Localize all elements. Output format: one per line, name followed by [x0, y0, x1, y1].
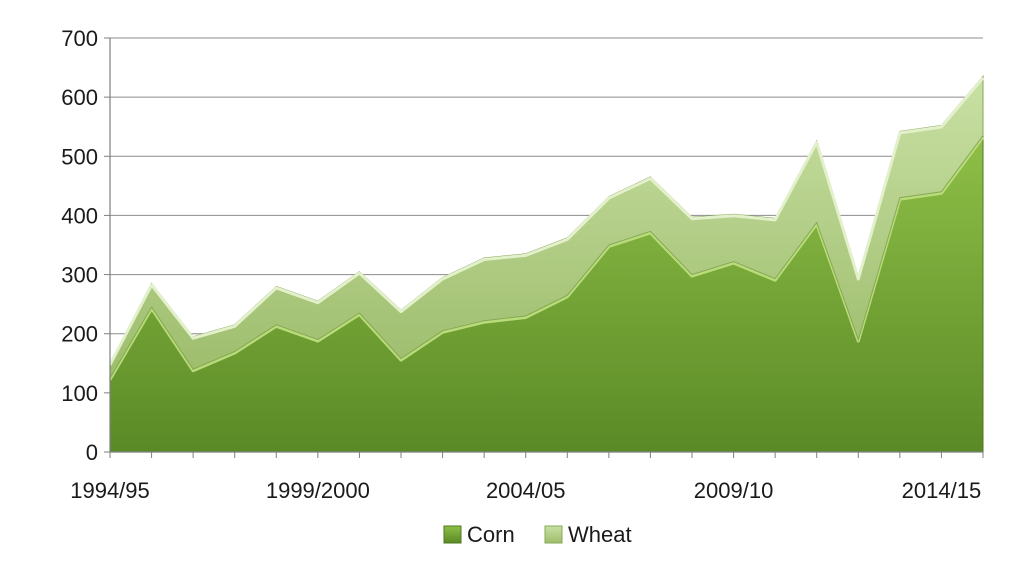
x-tick-label: 2014/15 — [902, 478, 982, 503]
axes — [104, 37, 984, 458]
legend-item-wheat: Wheat — [544, 522, 632, 547]
y-tick-label: 500 — [61, 144, 98, 169]
y-tick-label: 200 — [61, 322, 98, 347]
y-tick-label: 100 — [61, 381, 98, 406]
area-wheat-edge — [108, 76, 985, 366]
series-wheat — [108, 75, 985, 380]
x-tick-label: 1994/95 — [70, 478, 150, 503]
legend-item-corn: Corn — [443, 522, 515, 547]
legend-swatch — [544, 525, 563, 544]
x-tick-label: 1999/2000 — [266, 478, 370, 503]
series-areas — [108, 75, 985, 453]
legend: Corn Wheat — [443, 522, 632, 547]
x-tick-label: 2004/05 — [486, 478, 566, 503]
x-tick-label: 2009/10 — [694, 478, 774, 503]
y-tick-label: 0 — [86, 440, 98, 465]
y-tick-label: 600 — [61, 85, 98, 110]
y-tick-label: 300 — [61, 263, 98, 288]
y-tick-label: 700 — [61, 26, 98, 51]
y-tick-labels: 0 100 200 300 400 500 600 700 — [61, 26, 98, 465]
legend-swatch — [443, 525, 462, 544]
x-tick-labels: 1994/95 1999/2000 2004/05 2009/10 2014/15 — [70, 478, 981, 503]
area-corn-edge — [108, 136, 985, 381]
legend-label: Wheat — [568, 522, 632, 547]
legend-label: Corn — [467, 522, 515, 547]
y-tick-label: 400 — [61, 203, 98, 228]
